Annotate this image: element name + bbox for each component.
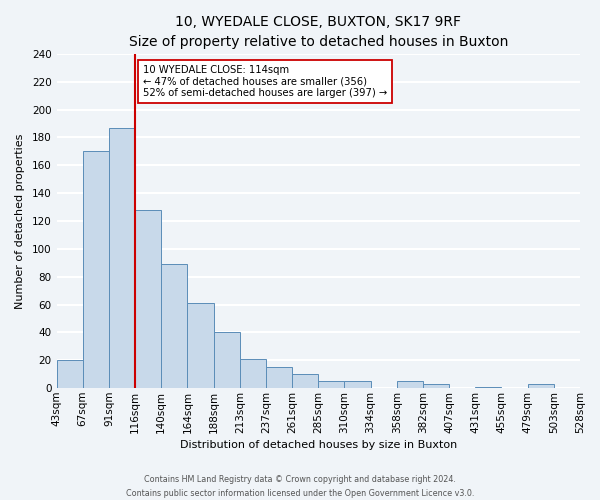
X-axis label: Distribution of detached houses by size in Buxton: Distribution of detached houses by size … [179,440,457,450]
Bar [266,368,292,388]
Bar [187,303,214,388]
Bar [292,374,318,388]
Bar [344,381,371,388]
Y-axis label: Number of detached properties: Number of detached properties [15,134,25,308]
Bar [527,384,554,388]
Bar [475,387,502,388]
Bar [423,384,449,388]
Bar [56,360,83,388]
Bar [240,359,266,388]
Bar [161,264,187,388]
Bar [214,332,240,388]
Bar [83,152,109,388]
Title: 10, WYEDALE CLOSE, BUXTON, SK17 9RF
Size of property relative to detached houses: 10, WYEDALE CLOSE, BUXTON, SK17 9RF Size… [128,15,508,48]
Text: 10 WYEDALE CLOSE: 114sqm
← 47% of detached houses are smaller (356)
52% of semi-: 10 WYEDALE CLOSE: 114sqm ← 47% of detach… [143,65,387,98]
Bar [135,210,161,388]
Bar [109,128,135,388]
Text: Contains HM Land Registry data © Crown copyright and database right 2024.
Contai: Contains HM Land Registry data © Crown c… [126,476,474,498]
Bar [318,381,344,388]
Bar [397,381,423,388]
